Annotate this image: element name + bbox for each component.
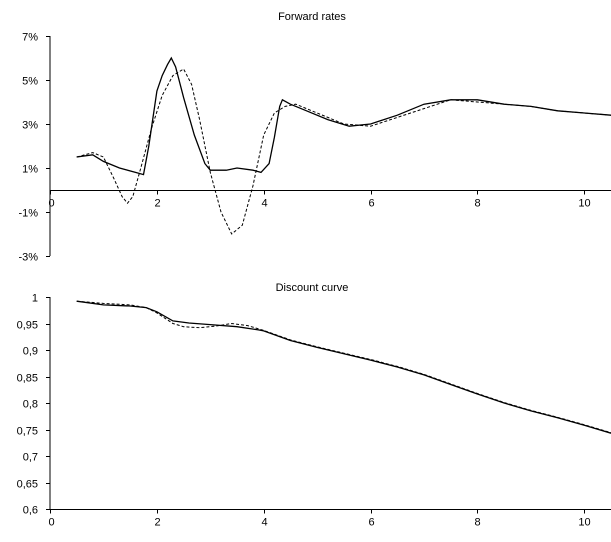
disc-y-tick-label: 0,8	[23, 399, 38, 411]
fwd-x-tick-label: 4	[261, 198, 267, 210]
fwd-y-tick-label: 1%	[22, 164, 38, 176]
fwd-y-tick-label: 5%	[22, 76, 38, 88]
fwd-x-tick-label: 10	[578, 198, 590, 210]
fwd-x-tick-label: 6	[368, 198, 374, 210]
disc-x-tick-label: 0	[48, 517, 54, 529]
fwd-y-tick-label: 3%	[22, 120, 38, 132]
fwd-x-tick-label: 2	[154, 198, 160, 210]
disc-series-solid-line	[76, 300, 611, 434]
disc-y-tick-label: 0,75	[17, 426, 38, 438]
disc-x-tick-label: 4	[261, 517, 267, 529]
disc-series-dashed-line	[76, 300, 611, 434]
fwd-series-dashed-line	[76, 68, 611, 235]
disc-x-tick-label: 10	[578, 517, 590, 529]
fwd-y-tick-label: 7%	[22, 32, 38, 44]
disc-y-tick-label: 0,7	[23, 452, 38, 464]
forward-rates-title: Forward rates	[278, 11, 346, 23]
disc-x-tick-label: 6	[368, 517, 374, 529]
fwd-series-solid-line	[76, 56, 611, 176]
forward-rates-panel: Forward rates -3% -1% 1% 3% 5% 7% 0 2 4 6 8 10	[18, 11, 611, 264]
discount-curve-title: Discount curve	[276, 282, 349, 294]
disc-x-tick-label: 2	[154, 517, 160, 529]
fwd-x-tick-label: 8	[474, 198, 480, 210]
disc-y-tick-label: 0,9	[23, 346, 38, 358]
disc-y-tick-label: 0,65	[17, 479, 38, 491]
discount-curve-panel: Discount curve 0,6 0,65 0,7 0,75 0,8 0,85 0,9 0…	[17, 282, 611, 529]
disc-y-tick-label: 1	[32, 293, 38, 305]
fwd-y-tick-label: -1%	[18, 208, 38, 220]
disc-y-tick-label: 0,95	[17, 320, 38, 332]
disc-y-tick-label: 0,6	[23, 505, 38, 517]
disc-y-tick-label: 0,85	[17, 373, 38, 385]
fwd-y-tick-label: -3%	[18, 252, 38, 264]
disc-x-tick-label: 8	[474, 517, 480, 529]
fwd-x-tick-label: 0	[48, 198, 54, 210]
